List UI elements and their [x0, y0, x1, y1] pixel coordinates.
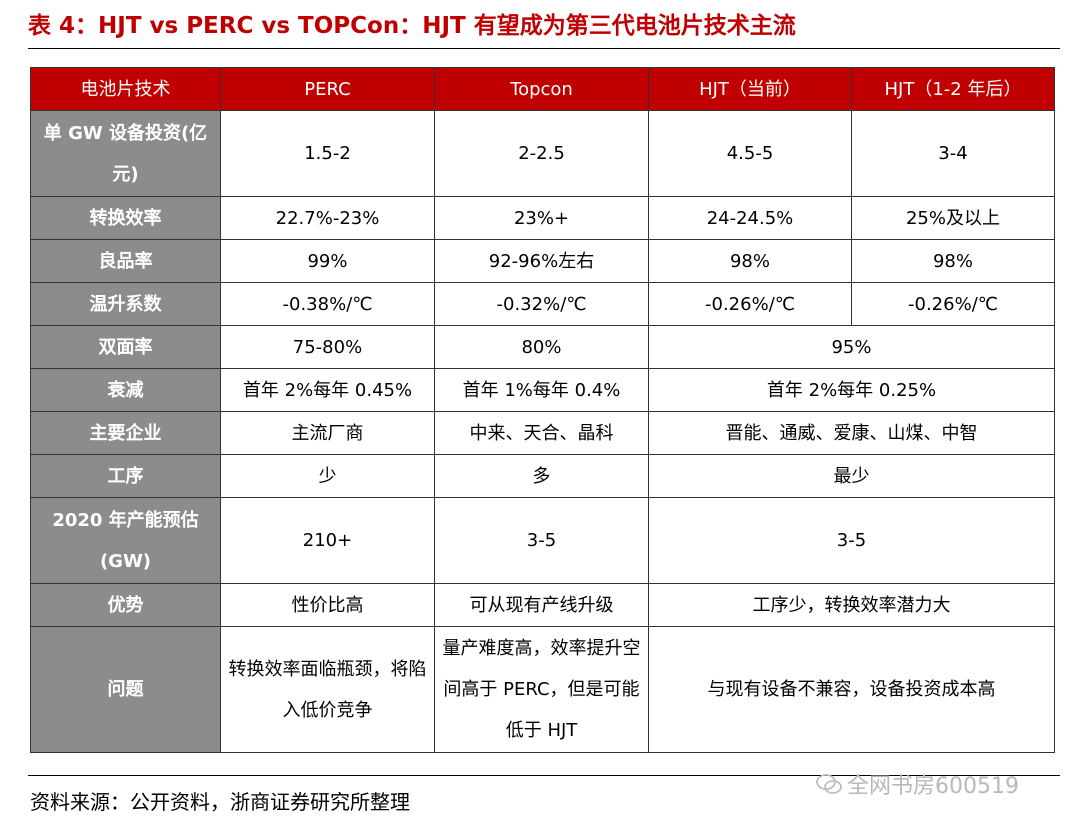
- table-cell: -0.26%/℃: [851, 282, 1055, 326]
- table-cell: 3-4: [851, 110, 1055, 197]
- row-label: 双面率: [30, 325, 221, 369]
- header-cell: 电池片技术: [30, 67, 221, 111]
- table-cell: 晋能、通威、爱康、山煤、中智: [648, 411, 1055, 455]
- table-cell: 99%: [220, 239, 435, 283]
- table-cell: 少: [220, 454, 435, 498]
- table-cell: 首年 2%每年 0.45%: [220, 368, 435, 412]
- table-row: 温升系数 -0.38%/℃ -0.32%/℃ -0.26%/℃ -0.26%/℃: [30, 282, 1055, 326]
- header-cell: PERC: [220, 67, 435, 111]
- row-label: 问题: [30, 626, 221, 753]
- row-label: 单 GW 设备投资(亿元): [30, 110, 221, 197]
- table-cell: 210+: [220, 497, 435, 584]
- table-row: 良品率 99% 92-96%左右 98% 98%: [30, 239, 1055, 283]
- row-label: 主要企业: [30, 411, 221, 455]
- comparison-table: 电池片技术 PERC Topcon HJT（当前） HJT（1-2 年后） 单 …: [30, 67, 1055, 753]
- table-cell: 最少: [648, 454, 1055, 498]
- table-cell: 工序少，转换效率潜力大: [648, 583, 1055, 627]
- header-cell: Topcon: [434, 67, 649, 111]
- row-label: 良品率: [30, 239, 221, 283]
- table-cell: 98%: [648, 239, 852, 283]
- table-cell: 首年 2%每年 0.25%: [648, 368, 1055, 412]
- table-cell: 3-5: [434, 497, 649, 584]
- table-cell: 98%: [851, 239, 1055, 283]
- table-row: 2020 年产能预估(GW) 210+ 3-5 3-5: [30, 497, 1055, 584]
- table-cell: 1.5-2: [220, 110, 435, 197]
- table-cell: 中来、天合、晶科: [434, 411, 649, 455]
- table-row: 单 GW 设备投资(亿元) 1.5-2 2-2.5 4.5-5 3-4: [30, 110, 1055, 197]
- table-cell: 92-96%左右: [434, 239, 649, 283]
- table-cell: 主流厂商: [220, 411, 435, 455]
- title-divider: [28, 48, 1060, 49]
- table-cell: 3-5: [648, 497, 1055, 584]
- table-row: 优势 性价比高 可从现有产线升级 工序少，转换效率潜力大: [30, 583, 1055, 627]
- watermark-text: 全网书房600519: [847, 774, 1019, 799]
- table-row: 转换效率 22.7%-23% 23%+ 24-24.5% 25%及以上: [30, 196, 1055, 240]
- watermark: 全网书房600519: [815, 768, 1019, 800]
- header-row: 电池片技术 PERC Topcon HJT（当前） HJT（1-2 年后）: [30, 67, 1055, 111]
- table-cell: -0.26%/℃: [648, 282, 852, 326]
- table-cell: 95%: [648, 325, 1055, 369]
- row-label: 转换效率: [30, 196, 221, 240]
- table-cell: 23%+: [434, 196, 649, 240]
- table-title: 表 4：HJT vs PERC vs TOPCon：HJT 有望成为第三代电池片…: [28, 13, 796, 39]
- table-cell: 2-2.5: [434, 110, 649, 197]
- table-cell: 4.5-5: [648, 110, 852, 197]
- header-cell: HJT（当前）: [648, 67, 852, 111]
- table-cell: -0.32%/℃: [434, 282, 649, 326]
- header-cell: HJT（1-2 年后）: [851, 67, 1055, 111]
- table-cell: 性价比高: [220, 583, 435, 627]
- source-note: 资料来源：公开资料，浙商证券研究所整理: [30, 790, 410, 814]
- table-row: 衰减 首年 2%每年 0.45% 首年 1%每年 0.4% 首年 2%每年 0.…: [30, 368, 1055, 412]
- row-label: 优势: [30, 583, 221, 627]
- table-cell: 转换效率面临瓶颈，将陷入低价竞争: [220, 626, 435, 753]
- table-cell: 25%及以上: [851, 196, 1055, 240]
- table-cell: 首年 1%每年 0.4%: [434, 368, 649, 412]
- table-cell: 量产难度高，效率提升空间高于 PERC，但是可能低于 HJT: [434, 626, 649, 753]
- table-cell: 24-24.5%: [648, 196, 852, 240]
- table-row: 问题 转换效率面临瓶颈，将陷入低价竞争 量产难度高，效率提升空间高于 PERC，…: [30, 626, 1055, 753]
- table-row: 主要企业 主流厂商 中来、天合、晶科 晋能、通威、爱康、山煤、中智: [30, 411, 1055, 455]
- table-cell: 可从现有产线升级: [434, 583, 649, 627]
- table-cell: 多: [434, 454, 649, 498]
- row-label: 2020 年产能预估(GW): [30, 497, 221, 584]
- table-row: 双面率 75-80% 80% 95%: [30, 325, 1055, 369]
- table-cell: 与现有设备不兼容，设备投资成本高: [648, 626, 1055, 753]
- row-label: 温升系数: [30, 282, 221, 326]
- table-row: 工序 少 多 最少: [30, 454, 1055, 498]
- footer-divider: [28, 775, 1060, 776]
- row-label: 衰减: [30, 368, 221, 412]
- table-cell: 80%: [434, 325, 649, 369]
- wechat-icon: [815, 773, 843, 795]
- table-cell: 75-80%: [220, 325, 435, 369]
- table-cell: 22.7%-23%: [220, 196, 435, 240]
- row-label: 工序: [30, 454, 221, 498]
- table-cell: -0.38%/℃: [220, 282, 435, 326]
